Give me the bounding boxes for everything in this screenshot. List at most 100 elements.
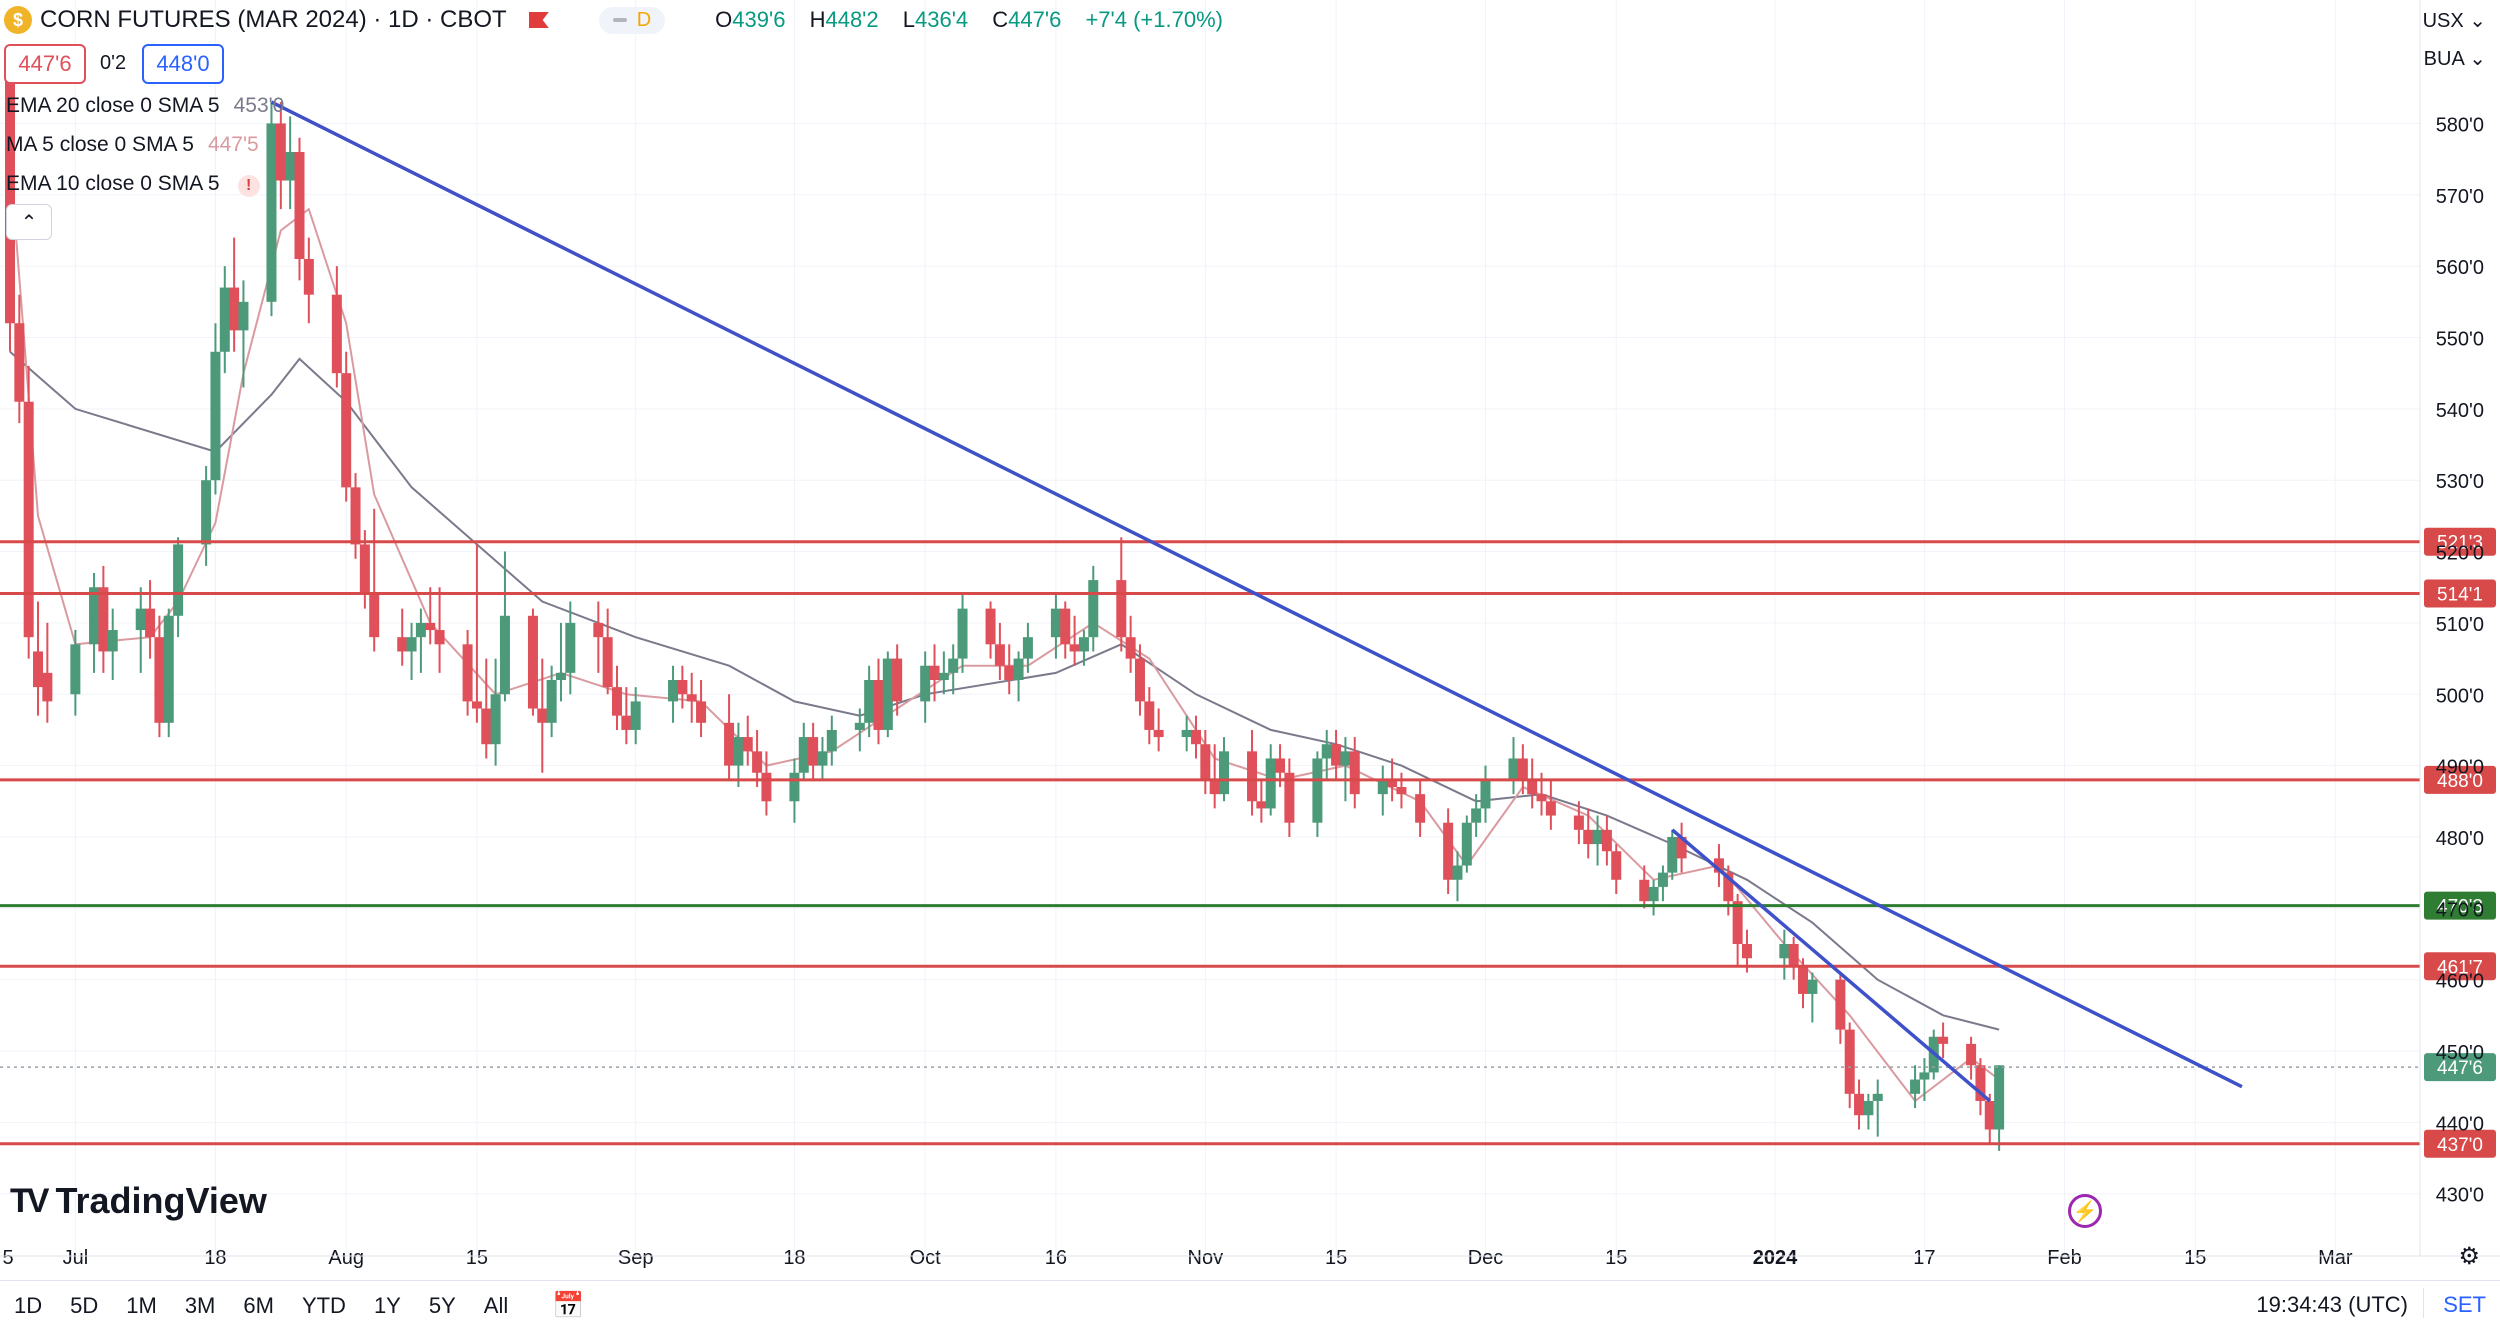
indicator-ema20[interactable]: EMA 20 close 0 SMA 5 453'0 [6,94,284,118]
indicator-ema10[interactable]: EMA 10 close 0 SMA 5! [6,172,260,197]
candle-up [1340,751,1351,766]
candle-up [1910,1079,1921,1094]
sell-button[interactable]: 447'6 [4,44,86,84]
indicator-ema20-label: EMA 20 close 0 SMA 5 [6,94,220,117]
range-1y[interactable]: 1Y [373,1292,401,1318]
buy-button[interactable]: 448'0 [142,44,224,84]
clock[interactable]: 19:34:43 (UTC) [2256,1292,2408,1317]
symbol-title[interactable]: CORN FUTURES (MAR 2024) · 1D · CBOT [40,6,507,33]
candle-down [1835,979,1846,1030]
candle-up [499,615,510,695]
y-tick-label: 510'0 [2436,614,2484,636]
y-tick-label: 500'0 [2436,685,2484,707]
ohlc-high: 448'2 [825,7,879,32]
lightning-icon[interactable]: ⚡ [2068,1194,2102,1228]
candle-down [1723,872,1734,902]
candle-down [1676,836,1687,859]
ohlc-close-key: C [992,7,1009,32]
x-tick-label: 18 [783,1247,805,1269]
range-ytd[interactable]: YTD [301,1292,346,1318]
candle-down [1966,1043,1977,1066]
y-tick-label: 430'0 [2436,1185,2484,1207]
candle-down [1284,772,1295,823]
axes: 580'0 570'0 560'0 550'0 540'0 530'0 520'0 510'0… [0,0,2500,1269]
candle-up [938,672,949,680]
range-all[interactable]: All [483,1292,509,1318]
candle-up [490,694,501,745]
candle-up [107,630,118,652]
candle-down [1639,879,1650,902]
candle-down [1349,751,1360,795]
currency-selector[interactable]: USX ⌄ [2422,10,2486,32]
candle-down [621,715,632,730]
x-tick-label: 5 [2,1247,13,1269]
interval-badge[interactable]: D [598,6,666,34]
warning-icon[interactable]: ! [237,175,260,197]
range-1d[interactable]: 1D [14,1292,43,1318]
indicator-ma5-label: MA 5 close 0 SMA 5 [6,133,194,156]
candle-up [219,287,230,352]
collapse-legend-button[interactable]: ⌃ [6,204,52,240]
candle-down [1573,815,1584,830]
candle-up [630,701,641,730]
candle-down [1788,943,1799,966]
candle-up [238,301,249,331]
range-5d[interactable]: 5D [70,1292,99,1318]
candle-down [985,608,996,645]
x-tick-label: Aug [328,1247,364,1269]
candle-down [397,637,408,652]
candle-down [602,637,613,688]
candle-up [1312,758,1323,823]
flag-icon[interactable] [528,12,549,28]
y-tick-label: 480'0 [2436,828,2484,850]
y-tick-label: 470'0 [2436,899,2484,921]
x-tick-label: Nov [1188,1247,1224,1269]
candle-up [89,587,100,645]
candle-down [350,487,361,545]
indicator-ma5[interactable]: MA 5 close 0 SMA 5 447'5 [6,133,259,157]
candle-up [546,679,557,723]
candle-down [303,259,314,295]
candle-down [1545,801,1556,816]
x-tick-label: 17 [1913,1247,1935,1269]
symbol-logo-icon: $ [4,6,32,34]
candle-down [1275,758,1286,773]
ohlc-open-key: O [715,7,733,32]
level-label: 488'0 [2437,771,2483,792]
range-6m[interactable]: 6M [243,1292,274,1318]
x-tick-label: 18 [204,1247,226,1269]
chevron-up-icon: ⌃ [20,211,38,234]
candle-down [1536,794,1547,802]
range-5y[interactable]: 5Y [428,1292,456,1318]
unit-selector[interactable]: BUA ⌄ [2423,48,2486,70]
candle-up [1219,751,1230,795]
candle-up [920,665,931,702]
ohlc-change: +7'4 (+1.70%) [1085,7,1223,32]
candle-up [173,544,184,616]
candle-down [275,123,286,181]
candle-down [1069,644,1080,652]
ohlc-low-key: L [902,7,915,32]
level-label: 461'7 [2437,957,2483,978]
ohlc-readout: O439'6 H448'2 L436'4 C447'6 +7'4 (+1.70%… [715,7,1241,33]
candle-down [229,287,240,331]
candle-down [425,622,436,631]
candle-down [1984,1100,1995,1130]
gear-icon[interactable]: ⚙ [2458,1243,2480,1270]
bottom-toolbar: 1D 5D 1M 3M 6M YTD 1Y 5Y All 📅 [0,1280,2500,1330]
x-tick-label: Feb [2047,1247,2081,1269]
x-tick-label: 15 [466,1247,488,1269]
candle-up [1779,943,1790,959]
candle-up [1863,1100,1874,1116]
candle-down [23,401,34,638]
candle-down [892,658,903,702]
candle-down [1415,794,1426,823]
range-3m[interactable]: 3M [184,1292,216,1318]
calendar-icon[interactable]: 📅 [552,1290,585,1320]
range-1m[interactable]: 1M [126,1292,157,1318]
candle-down [98,587,109,652]
current-price-label: 447'6 [2437,1058,2483,1079]
settings-button[interactable]: SET [2443,1292,2486,1317]
y-tick-label: 540'0 [2436,400,2484,422]
